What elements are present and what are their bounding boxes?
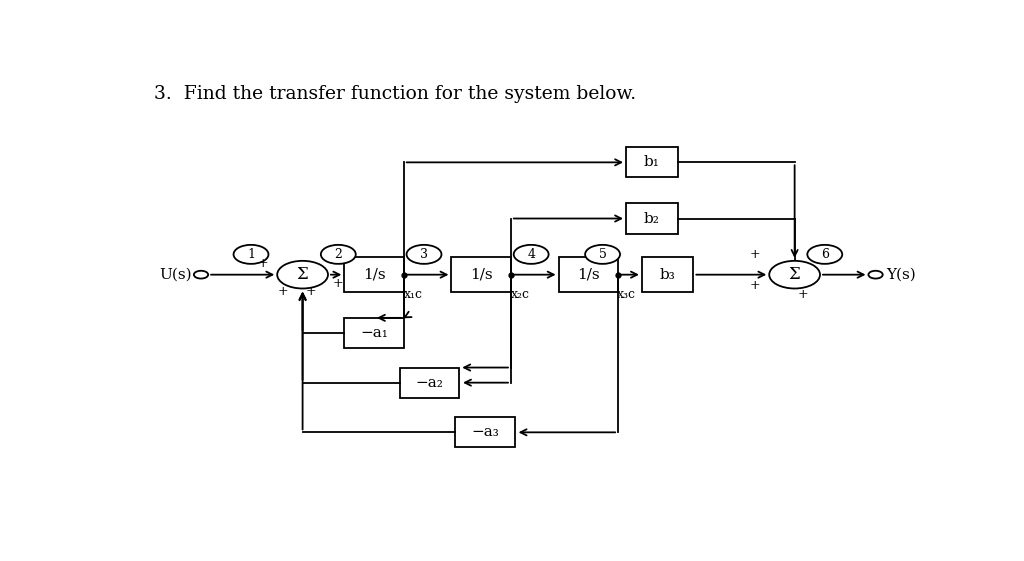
FancyBboxPatch shape [626, 147, 678, 177]
Text: 1/s: 1/s [577, 268, 600, 282]
Text: Y(s): Y(s) [886, 268, 915, 282]
Text: Σ: Σ [297, 266, 308, 283]
Text: b₁: b₁ [644, 155, 659, 169]
Circle shape [233, 245, 268, 264]
Text: 2: 2 [335, 248, 342, 261]
Text: +: + [798, 288, 808, 301]
Circle shape [807, 245, 842, 264]
Text: 1/s: 1/s [470, 268, 493, 282]
Text: 1: 1 [247, 248, 255, 261]
Text: 5: 5 [599, 248, 606, 261]
Text: −a₂: −a₂ [416, 376, 443, 390]
FancyBboxPatch shape [452, 257, 511, 292]
Text: 1/s: 1/s [362, 268, 385, 282]
Text: x₃c: x₃c [616, 288, 636, 301]
FancyBboxPatch shape [344, 257, 403, 292]
Circle shape [514, 245, 549, 264]
Text: −a₁: −a₁ [360, 326, 388, 340]
Text: b₃: b₃ [659, 268, 676, 282]
Text: +: + [750, 279, 760, 292]
Text: x₁c: x₁c [404, 288, 423, 301]
Text: −a₃: −a₃ [471, 425, 499, 439]
FancyBboxPatch shape [558, 257, 618, 292]
Circle shape [585, 245, 620, 264]
Circle shape [769, 261, 820, 288]
Text: 3.  Find the transfer function for the system below.: 3. Find the transfer function for the sy… [155, 85, 636, 103]
FancyBboxPatch shape [642, 257, 693, 292]
Text: +: + [278, 286, 288, 298]
Text: x₂c: x₂c [511, 288, 529, 301]
Circle shape [278, 261, 328, 288]
Text: +: + [258, 257, 268, 270]
Circle shape [321, 245, 355, 264]
FancyBboxPatch shape [626, 204, 678, 233]
FancyBboxPatch shape [399, 367, 460, 398]
Text: +: + [332, 277, 343, 290]
Text: b₂: b₂ [644, 211, 659, 226]
Text: 4: 4 [527, 248, 536, 261]
Circle shape [407, 245, 441, 264]
Circle shape [194, 271, 208, 279]
Circle shape [868, 271, 883, 279]
Text: 3: 3 [420, 248, 428, 261]
Text: U(s): U(s) [159, 268, 191, 282]
Text: Σ: Σ [788, 266, 801, 283]
FancyBboxPatch shape [456, 417, 515, 448]
FancyBboxPatch shape [344, 318, 403, 348]
Text: +: + [750, 248, 760, 261]
Text: 6: 6 [821, 248, 828, 261]
Text: +: + [305, 286, 315, 298]
